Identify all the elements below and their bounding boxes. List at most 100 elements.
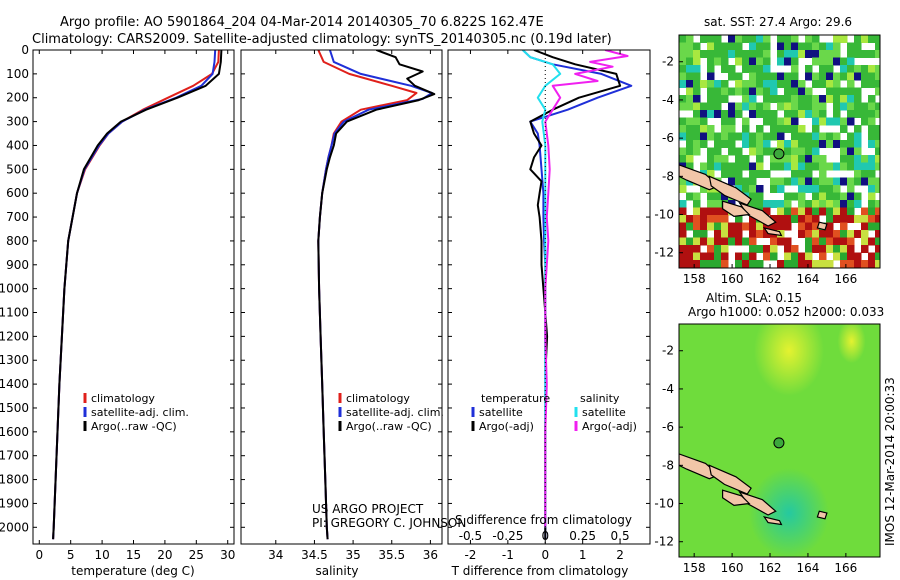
- sst-cell: [735, 230, 743, 238]
- sst-cell: [812, 260, 820, 268]
- sst-cell: [791, 192, 799, 201]
- salinity-diff-tick-label: 0: [541, 529, 549, 543]
- sst-cell: [847, 95, 855, 103]
- sst-cell: [707, 110, 715, 118]
- sst-cell: [819, 252, 827, 261]
- sst-cell: [749, 132, 757, 141]
- sst-cell: [721, 110, 729, 118]
- sst-cell: [693, 87, 701, 96]
- salinity-axes: [240, 49, 443, 545]
- y-tick-label: 1700: [0, 449, 29, 463]
- sst-cell: [700, 140, 708, 148]
- sst-cell: [756, 185, 764, 193]
- difference-salinity-xlabel: S difference from climatology: [455, 513, 632, 527]
- sst-cell: [805, 170, 813, 178]
- sst-cell: [693, 192, 701, 201]
- series-line-argo-raw-qc-: [317, 50, 436, 540]
- sst-cell: [728, 230, 736, 238]
- sst-cell: [728, 132, 736, 141]
- sst-cell: [763, 72, 771, 81]
- sst-cell: [868, 252, 876, 261]
- y-tick-label: 1800: [0, 473, 29, 487]
- map-x-tick-label: 166: [834, 561, 857, 575]
- sst-cell: [763, 245, 771, 253]
- sst-cell: [749, 215, 757, 223]
- sst-cell: [791, 245, 799, 253]
- sst-cell: [840, 245, 848, 253]
- sst-cell: [847, 200, 855, 208]
- sst-cell: [728, 170, 736, 178]
- legend-label: climatology: [91, 392, 155, 405]
- sst-cell: [847, 147, 855, 156]
- legend-label: Argo(..raw -QC): [91, 420, 177, 433]
- map-x-tick-label: 160: [721, 561, 744, 575]
- map-y-tick-label: -6: [662, 420, 674, 434]
- sst-cell: [700, 230, 708, 238]
- sst-cell: [728, 140, 736, 148]
- sst-cell: [861, 245, 869, 253]
- sst-cell: [784, 147, 792, 156]
- sst-cell: [875, 110, 880, 118]
- sst-cell: [749, 35, 757, 43]
- sst-cell: [707, 237, 715, 246]
- sst-cell: [868, 177, 876, 186]
- sst-cell: [875, 140, 880, 148]
- sst-cell: [805, 200, 813, 208]
- map-x-tick-label: 160: [721, 272, 744, 286]
- sst-cell: [819, 170, 827, 178]
- sst-cell: [854, 132, 862, 141]
- sst-cell: [749, 230, 757, 238]
- sst-cell: [868, 192, 876, 201]
- sst-cell: [763, 147, 771, 156]
- sst-cell: [707, 132, 715, 141]
- sst-cell: [833, 230, 841, 238]
- sst-cell: [679, 35, 687, 43]
- sst-cell: [791, 117, 799, 126]
- sst-cell: [812, 140, 820, 148]
- sst-cell: [812, 50, 820, 58]
- sst-cell: [679, 185, 687, 193]
- sst-cell: [840, 87, 848, 96]
- map-x-tick-label: 158: [683, 272, 706, 286]
- sst-cell: [742, 185, 750, 193]
- sst-cell: [784, 162, 792, 171]
- sst-cell: [721, 215, 729, 223]
- sst-cell: [777, 35, 785, 43]
- sst-cell: [749, 57, 757, 66]
- sst-cell: [861, 237, 869, 246]
- sst-cell: [854, 230, 862, 238]
- x-tick-label: 34.5: [301, 548, 328, 562]
- sst-cell: [784, 110, 792, 118]
- sst-cell: [868, 65, 876, 73]
- sst-cell: [819, 237, 827, 246]
- sst-cell: [875, 177, 880, 186]
- sst-cell: [784, 207, 792, 216]
- x-tick-label: 35: [345, 548, 360, 562]
- sst-cell: [714, 155, 722, 163]
- sst-cell: [833, 57, 841, 66]
- sst-cell: [714, 95, 722, 103]
- sst-cell: [812, 95, 820, 103]
- x-tick-label: 34: [268, 548, 283, 562]
- sst-cell: [714, 42, 722, 51]
- sst-cell: [700, 35, 708, 43]
- sst-cell: [700, 50, 708, 58]
- sst-cell: [686, 132, 694, 141]
- sst-cell: [875, 80, 880, 88]
- sst-cell: [735, 252, 743, 261]
- sst-cell: [700, 215, 708, 223]
- sst-cell: [854, 125, 862, 133]
- sst-cell: [763, 35, 771, 43]
- sst-cell: [868, 110, 876, 118]
- sst-cell: [854, 147, 862, 156]
- sst-cell: [742, 177, 750, 186]
- sst-cell: [721, 252, 729, 261]
- sst-cell: [721, 132, 729, 141]
- sst-cell: [700, 185, 708, 193]
- sst-cell: [805, 140, 813, 148]
- sst-cell: [770, 87, 778, 96]
- sst-cell: [721, 65, 729, 73]
- sst-cell: [805, 42, 813, 51]
- sst-cell: [791, 177, 799, 186]
- series-line-satellite-adj-clim-: [52, 50, 217, 540]
